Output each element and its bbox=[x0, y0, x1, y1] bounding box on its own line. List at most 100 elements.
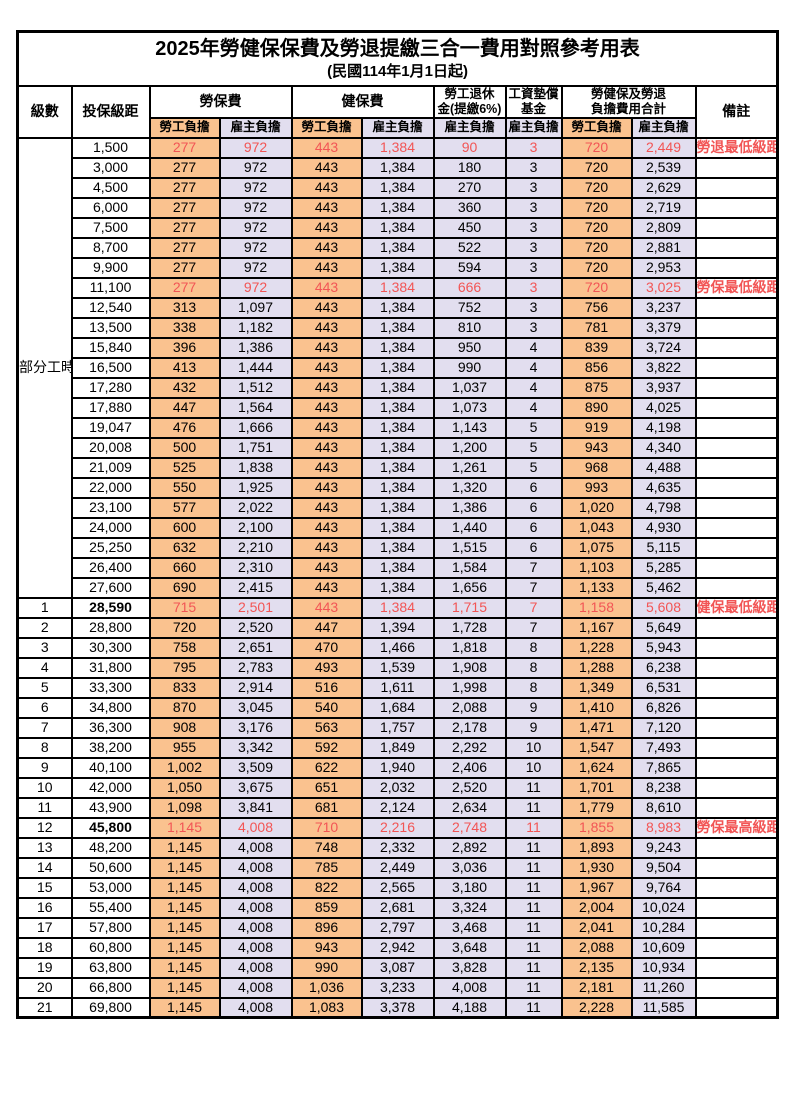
cell-value: 1,145 bbox=[148, 836, 221, 859]
cell-value: 2,539 bbox=[630, 156, 697, 179]
cell-level: 18 bbox=[16, 936, 73, 959]
cell-value: 1,715 bbox=[432, 596, 507, 619]
cell-salary-bracket: 26,400 bbox=[70, 556, 151, 579]
cell-level: 6 bbox=[16, 696, 73, 719]
cell-value: 3 bbox=[504, 316, 563, 339]
cell-note bbox=[694, 216, 779, 239]
cell-value: 11 bbox=[504, 976, 563, 999]
cell-value: 1,838 bbox=[218, 456, 293, 479]
cell-value: 1,145 bbox=[148, 916, 221, 939]
table-row: 8 38,200 955 3,342 592 1,849 2,292 10 1,547 7,493 bbox=[16, 736, 779, 759]
cell-value: 493 bbox=[290, 656, 363, 679]
cell-value: 2,022 bbox=[218, 496, 293, 519]
table-row: 22,000 550 1,925 443 1,384 1,320 6 993 4,635 bbox=[18, 476, 779, 499]
cell-value: 7,493 bbox=[630, 736, 697, 759]
cell-value: 396 bbox=[148, 336, 221, 359]
cell-salary-bracket: 63,800 bbox=[70, 956, 151, 979]
cell-note bbox=[694, 996, 779, 1019]
cell-salary-bracket: 23,100 bbox=[70, 496, 151, 519]
cell-note bbox=[694, 676, 779, 699]
cell-note bbox=[694, 616, 779, 639]
cell-value: 4,340 bbox=[630, 436, 697, 459]
cell-value: 2,004 bbox=[560, 896, 633, 919]
cell-value: 4,008 bbox=[218, 956, 293, 979]
cell-value: 1,083 bbox=[290, 996, 363, 1019]
cell-value: 2,942 bbox=[360, 936, 435, 959]
cell-value: 447 bbox=[148, 396, 221, 419]
cell-value: 972 bbox=[218, 236, 293, 259]
cell-value: 1,145 bbox=[148, 976, 221, 999]
header-wage-fund-line1: 工資墊償 bbox=[508, 86, 559, 101]
cell-value: 1,075 bbox=[560, 536, 633, 559]
cell-salary-bracket: 6,000 bbox=[70, 196, 151, 219]
cell-value: 9,504 bbox=[630, 856, 697, 879]
cell-value: 651 bbox=[290, 776, 363, 799]
cell-note bbox=[694, 456, 779, 479]
subheader-employer: 雇主負擔 bbox=[630, 116, 697, 139]
cell-value: 2,783 bbox=[218, 656, 293, 679]
cell-value: 2,100 bbox=[218, 516, 293, 539]
cell-value: 2,953 bbox=[630, 256, 697, 279]
cell-note bbox=[694, 336, 779, 359]
table-row: 15,840 396 1,386 443 1,384 950 4 839 3,724 bbox=[18, 336, 779, 359]
cell-note bbox=[694, 236, 779, 259]
cell-value: 859 bbox=[290, 896, 363, 919]
cell-value: 11 bbox=[504, 816, 563, 839]
cell-note bbox=[694, 416, 779, 439]
cell-value: 5,285 bbox=[630, 556, 697, 579]
cell-value: 710 bbox=[290, 816, 363, 839]
cell-value: 2,449 bbox=[630, 136, 697, 159]
cell-value: 1,073 bbox=[432, 396, 507, 419]
cell-value: 1,097 bbox=[218, 296, 293, 319]
cell-value: 1,143 bbox=[432, 416, 507, 439]
cell-value: 6,826 bbox=[630, 696, 697, 719]
cell-value: 11 bbox=[504, 836, 563, 859]
cell-salary-bracket: 31,800 bbox=[70, 656, 151, 679]
cell-value: 9 bbox=[504, 696, 563, 719]
cell-salary-bracket: 42,000 bbox=[70, 776, 151, 799]
cell-salary-bracket: 13,500 bbox=[70, 316, 151, 339]
cell-value: 4 bbox=[504, 396, 563, 419]
cell-value: 2,681 bbox=[360, 896, 435, 919]
cell-value: 3 bbox=[504, 196, 563, 219]
table-row: 3 30,300 758 2,651 470 1,466 1,818 8 1,228 5,943 bbox=[16, 636, 779, 659]
cell-value: 2,520 bbox=[218, 616, 293, 639]
cell-value: 3,045 bbox=[218, 696, 293, 719]
cell-value: 1,145 bbox=[148, 936, 221, 959]
cell-salary-bracket: 45,800 bbox=[70, 816, 151, 839]
cell-salary-bracket: 17,880 bbox=[70, 396, 151, 419]
cell-value: 622 bbox=[290, 756, 363, 779]
cell-value: 277 bbox=[148, 256, 221, 279]
cell-value: 3,342 bbox=[218, 736, 293, 759]
cell-value: 1,384 bbox=[360, 516, 435, 539]
cell-value: 2,032 bbox=[360, 776, 435, 799]
table-row: 25,250 632 2,210 443 1,384 1,515 6 1,075 5,115 bbox=[18, 536, 779, 559]
subheader-employee: 勞工負擔 bbox=[148, 116, 221, 139]
table-row: 2 28,800 720 2,520 447 1,394 1,728 7 1,167 5,649 bbox=[16, 616, 779, 639]
cell-value: 833 bbox=[148, 676, 221, 699]
cell-value: 5,649 bbox=[630, 616, 697, 639]
cell-value: 2,651 bbox=[218, 636, 293, 659]
cell-value: 1,133 bbox=[560, 576, 633, 599]
subheader-employer: 雇主負擔 bbox=[218, 116, 293, 139]
table-row: 9 40,100 1,002 3,509 622 1,940 2,406 10 1,624 7,8… bbox=[16, 756, 779, 779]
cell-value: 1,020 bbox=[560, 496, 633, 519]
cell-salary-bracket: 55,400 bbox=[70, 896, 151, 919]
cell-value: 4,008 bbox=[218, 876, 293, 899]
cell-value: 3 bbox=[504, 156, 563, 179]
cell-salary-bracket: 1,500 bbox=[70, 136, 151, 159]
cell-level: 12 bbox=[16, 816, 73, 839]
cell-note bbox=[694, 936, 779, 959]
cell-salary-bracket: 16,500 bbox=[70, 356, 151, 379]
cell-value: 5,115 bbox=[630, 536, 697, 559]
cell-value: 1,036 bbox=[290, 976, 363, 999]
cell-level: 7 bbox=[16, 716, 73, 739]
cell-value: 890 bbox=[560, 396, 633, 419]
cell-value: 968 bbox=[560, 456, 633, 479]
cell-value: 839 bbox=[560, 336, 633, 359]
cell-note bbox=[694, 316, 779, 339]
cell-value: 1,515 bbox=[432, 536, 507, 559]
cell-salary-bracket: 48,200 bbox=[70, 836, 151, 859]
cell-value: 3,180 bbox=[432, 876, 507, 899]
header-row-groups: 級數 投保級距 勞保費 健保費 勞工退休 金(提繳6%) 工資墊償 基金 勞健保… bbox=[16, 84, 779, 139]
